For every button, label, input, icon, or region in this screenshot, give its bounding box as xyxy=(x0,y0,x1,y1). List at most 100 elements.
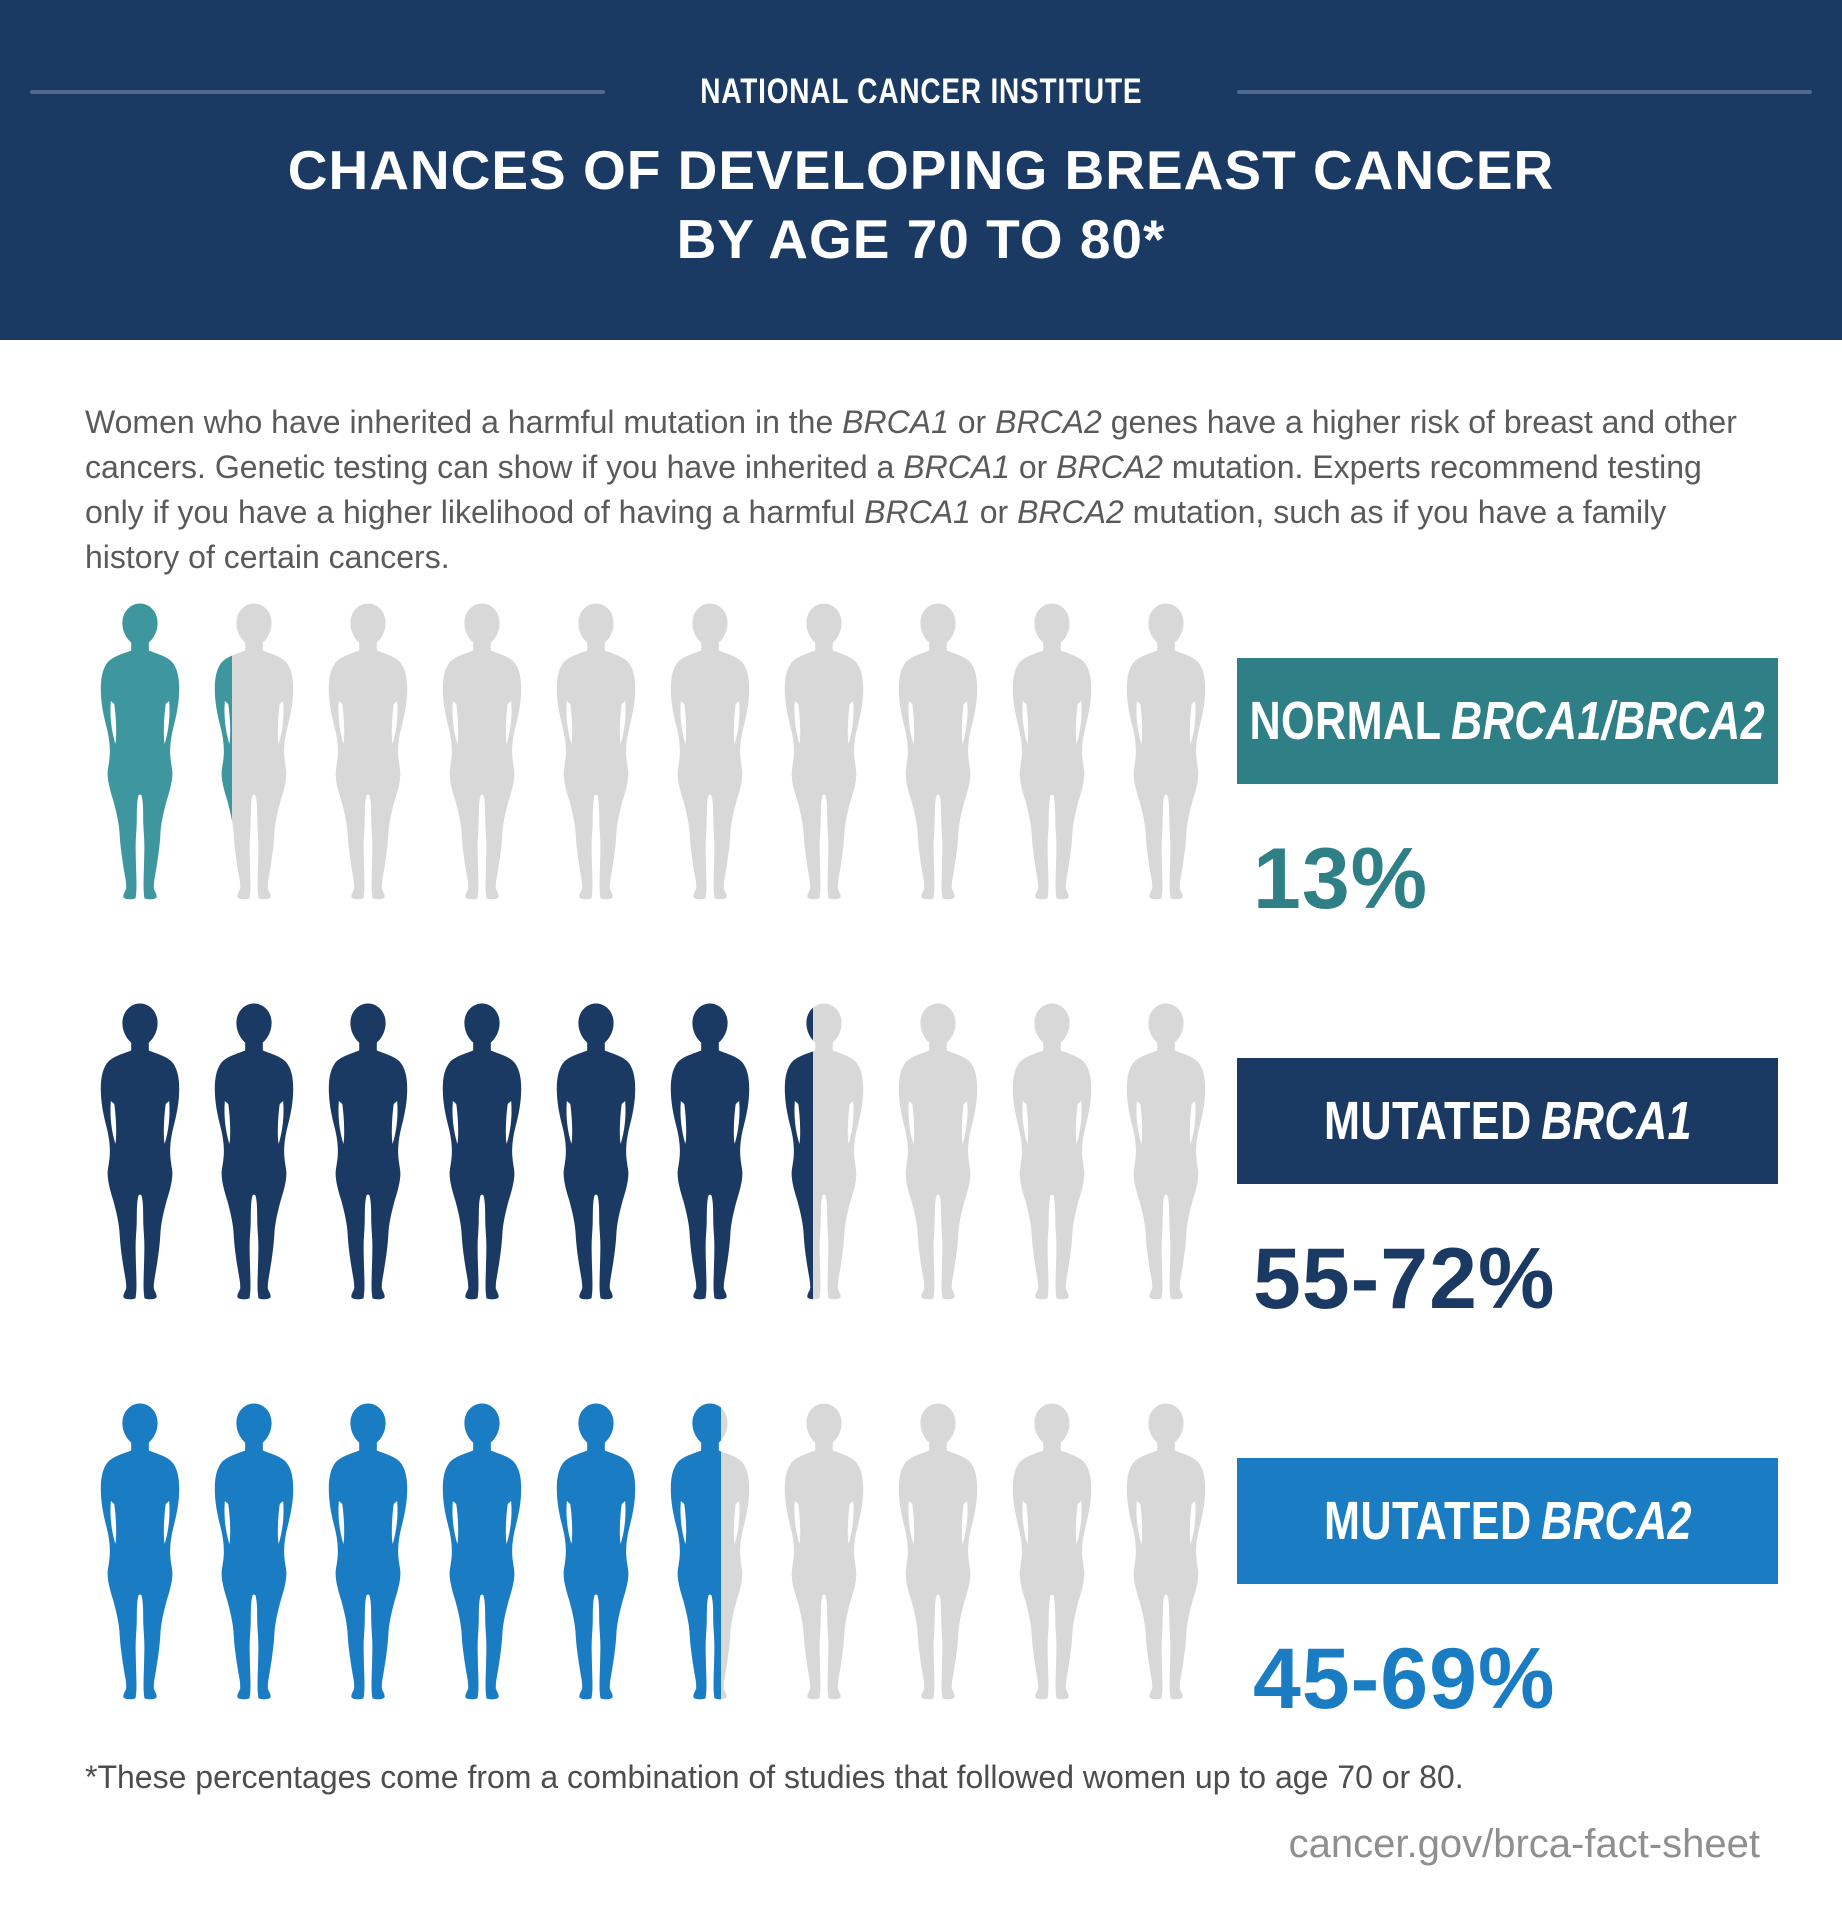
pictograph-chart: NORMAL BRCA1/BRCA2 13% MUTATED BRCA1 55-72% MU… xyxy=(85,603,1778,1727)
gene-name: BRCA1 xyxy=(842,404,949,440)
person-figure xyxy=(1111,1403,1225,1703)
person-figure xyxy=(199,1403,313,1703)
row-label-column: NORMAL BRCA1/BRCA2 13% xyxy=(1237,658,1778,929)
woman-silhouette-icon xyxy=(100,603,180,900)
woman-silhouette-icon xyxy=(100,1403,180,1700)
category-label-box: MUTATED BRCA1 xyxy=(1237,1058,1778,1184)
person-figure xyxy=(199,603,313,903)
category-label: MUTATED BRCA1 xyxy=(1323,1091,1692,1151)
title-line-2: BY AGE 70 TO 80* xyxy=(676,208,1166,270)
category-label-box: NORMAL BRCA1/BRCA2 xyxy=(1237,658,1778,784)
category-label-box: MUTATED BRCA2 xyxy=(1237,1458,1778,1584)
content: Women who have inherited a harmful mutat… xyxy=(0,400,1842,1867)
person-figure xyxy=(313,1403,427,1703)
woman-silhouette-icon xyxy=(556,1403,636,1700)
institute-name: NATIONAL CANCER INSTITUTE xyxy=(699,72,1143,111)
person-figure xyxy=(769,1003,883,1303)
person-figure xyxy=(85,603,199,903)
woman-silhouette-icon xyxy=(1012,1003,1092,1300)
row-label-column: MUTATED BRCA1 55-72% xyxy=(1237,1058,1778,1329)
person-figure xyxy=(313,603,427,903)
person-figure xyxy=(997,603,1111,903)
person-figure xyxy=(769,603,883,903)
woman-silhouette-icon xyxy=(442,1003,522,1300)
person-figure xyxy=(541,603,655,903)
woman-silhouette-icon xyxy=(100,1003,180,1300)
woman-silhouette-icon xyxy=(670,1403,750,1700)
gene-name: BRCA1 xyxy=(864,494,971,530)
woman-silhouette-icon xyxy=(214,603,294,900)
woman-silhouette-icon xyxy=(1126,1003,1206,1300)
figure-group xyxy=(85,1403,1225,1703)
category-label: NORMAL BRCA1/BRCA2 xyxy=(1249,691,1766,751)
person-figure xyxy=(85,1003,199,1303)
person-figure xyxy=(997,1403,1111,1703)
woman-silhouette-icon xyxy=(214,1003,294,1300)
figure-group xyxy=(85,603,1225,903)
person-figure xyxy=(655,1003,769,1303)
page-title: CHANCES OF DEVELOPING BREAST CANCER BY A… xyxy=(0,136,1842,274)
person-figure xyxy=(655,1403,769,1703)
title-line-1: CHANCES OF DEVELOPING BREAST CANCER xyxy=(287,139,1555,201)
gene-name: BRCA2 xyxy=(1056,449,1163,485)
gene-name: BRCA1 xyxy=(1540,1091,1692,1151)
chart-row-2: MUTATED BRCA1 55-72% xyxy=(85,1003,1778,1327)
gene-name: BRCA2 xyxy=(1017,494,1124,530)
woman-silhouette-icon xyxy=(442,603,522,900)
person-figure xyxy=(313,1003,427,1303)
source-url: cancer.gov/brca-fact-sheet xyxy=(1288,1822,1760,1866)
person-figure xyxy=(199,1003,313,1303)
footnote: *These percentages come from a combinati… xyxy=(85,1759,1464,1795)
gene-name: BRCA1 xyxy=(903,449,1010,485)
woman-silhouette-icon xyxy=(784,603,864,900)
intro-paragraph: Women who have inherited a harmful mutat… xyxy=(85,404,1737,575)
person-figure xyxy=(541,1003,655,1303)
woman-silhouette-icon xyxy=(670,1003,750,1300)
gene-name: BRCA2 xyxy=(995,404,1102,440)
percent-value: 55-72% xyxy=(1253,1231,1556,1327)
person-figure xyxy=(541,1403,655,1703)
woman-silhouette-icon xyxy=(328,1403,408,1700)
woman-silhouette-icon xyxy=(1012,603,1092,900)
eyebrow: NATIONAL CANCER INSTITUTE xyxy=(0,0,1842,112)
left-rule xyxy=(29,90,605,94)
person-figure xyxy=(997,1003,1111,1303)
percent-value: 45-69% xyxy=(1253,1631,1556,1727)
woman-silhouette-icon xyxy=(898,603,978,900)
right-rule xyxy=(1237,90,1813,94)
person-figure xyxy=(1111,603,1225,903)
gene-name: BRCA2 xyxy=(1540,1491,1692,1551)
chart-row-3: MUTATED BRCA2 45-69% xyxy=(85,1403,1778,1727)
percent-value: 13% xyxy=(1253,831,1429,927)
header-banner: NATIONAL CANCER INSTITUTE CHANCES OF DEV… xyxy=(0,0,1842,340)
person-figure xyxy=(85,1403,199,1703)
woman-silhouette-icon xyxy=(556,1003,636,1300)
woman-silhouette-icon xyxy=(328,603,408,900)
woman-silhouette-icon xyxy=(556,603,636,900)
woman-silhouette-icon xyxy=(1126,1403,1206,1700)
woman-silhouette-icon xyxy=(898,1403,978,1700)
person-figure xyxy=(427,603,541,903)
person-figure xyxy=(883,1003,997,1303)
person-figure xyxy=(427,1403,541,1703)
woman-silhouette-icon xyxy=(898,1003,978,1300)
woman-silhouette-icon xyxy=(328,1003,408,1300)
woman-silhouette-icon xyxy=(784,1403,864,1700)
woman-silhouette-icon xyxy=(214,1403,294,1700)
row-label-column: MUTATED BRCA2 45-69% xyxy=(1237,1458,1778,1729)
person-figure xyxy=(883,1403,997,1703)
gene-name: BRCA1/BRCA2 xyxy=(1451,691,1766,751)
category-label: MUTATED BRCA2 xyxy=(1323,1491,1692,1551)
chart-row-1: NORMAL BRCA1/BRCA2 13% xyxy=(85,603,1778,927)
person-figure xyxy=(1111,1003,1225,1303)
figure-group xyxy=(85,1003,1225,1303)
person-figure xyxy=(883,603,997,903)
woman-silhouette-icon xyxy=(1126,603,1206,900)
woman-silhouette-icon xyxy=(442,1403,522,1700)
person-figure xyxy=(427,1003,541,1303)
woman-silhouette-icon xyxy=(670,603,750,900)
person-figure xyxy=(655,603,769,903)
woman-silhouette-icon xyxy=(1012,1403,1092,1700)
person-figure xyxy=(769,1403,883,1703)
